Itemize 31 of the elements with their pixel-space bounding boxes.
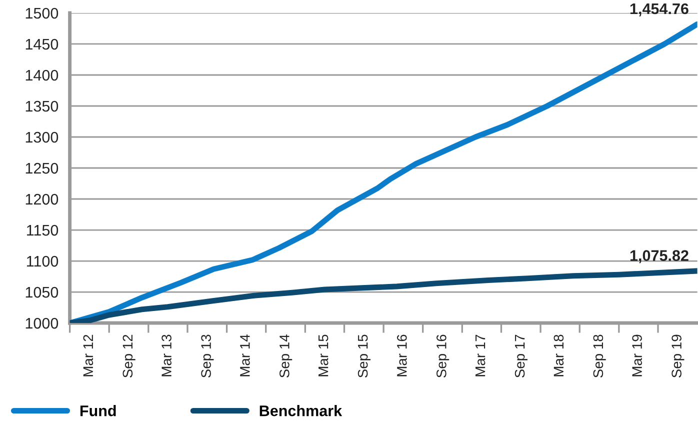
y-tick-label: 1400 (26, 70, 58, 81)
y-tick-label: 1350 (26, 100, 58, 112)
x-tick-label: Sep 18 (593, 334, 606, 378)
x-tick-label: Mar 19 (632, 334, 642, 376)
x-tick-label: Mar 12 (83, 334, 94, 376)
x-tick-label: Mar 14 (240, 334, 250, 376)
x-tick-label: Sep 17 (514, 334, 528, 378)
x-tick-label: Sep 12 (122, 334, 136, 378)
x-tick-label: Mar 17 (476, 334, 486, 376)
y-tick-label: 1150 (26, 224, 58, 236)
y-tick-label: 1450 (26, 38, 58, 50)
annotation: 1,454.76 (630, 3, 688, 16)
legend-label: Fund (80, 405, 116, 416)
x-tick-label: Mar 18 (554, 334, 564, 376)
x-tick-label: Sep 15 (358, 334, 370, 378)
x-tick-label: Sep 14 (280, 334, 292, 378)
y-tick-label: 1000 (26, 318, 58, 329)
x-tick-label: Sep 19 (672, 334, 684, 378)
y-tick-label: 1200 (26, 194, 58, 205)
y-tick-label: 1500 (26, 8, 58, 19)
y-tick-label: 1250 (26, 162, 58, 174)
x-tick-label: Mar 15 (318, 334, 328, 376)
y-tick-label: 1300 (26, 132, 58, 143)
x-tick-label: Sep 16 (436, 334, 450, 378)
x-tick-label: Mar 16 (396, 334, 407, 376)
annotation: 1,075.82 (630, 250, 688, 264)
y-tick-label: 1100 (26, 256, 58, 267)
x-tick-label: Sep 13 (201, 334, 214, 378)
y-tick-label: 1050 (26, 286, 58, 298)
legend-label: Benchmark (260, 405, 342, 416)
x-tick-label: Mar 13 (162, 334, 172, 376)
